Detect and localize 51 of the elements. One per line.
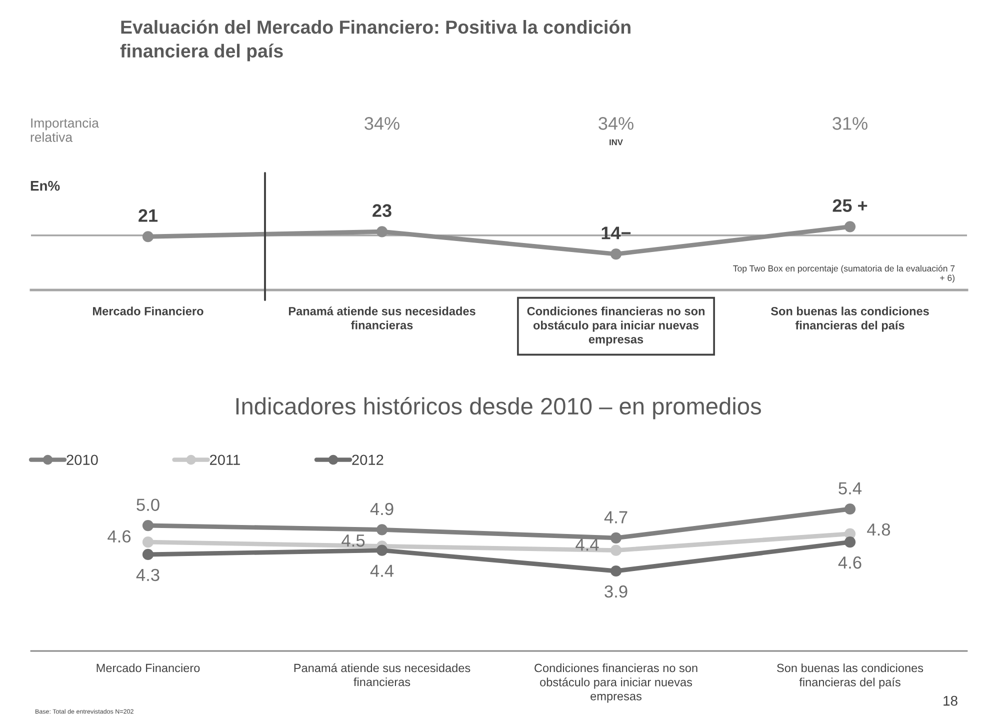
point bbox=[610, 532, 622, 544]
x-tick-label: Son buenas las condiciones financieras del país bbox=[777, 664, 924, 689]
point bbox=[844, 503, 856, 515]
legend-label: 2012 bbox=[352, 454, 384, 466]
data-label: 3.9 bbox=[604, 585, 628, 598]
point bbox=[142, 536, 154, 548]
data-label: 4.4 bbox=[370, 564, 394, 577]
x-tick-label: Panamá atiende sus necesidades financieras bbox=[294, 663, 470, 686]
data-label: 4.6 bbox=[838, 556, 862, 569]
data-label: 4.9 bbox=[370, 502, 394, 516]
data-label: 4.3 bbox=[136, 568, 160, 582]
data-label: 5.0 bbox=[136, 498, 160, 511]
text: 18 bbox=[944, 696, 958, 706]
point bbox=[610, 565, 622, 577]
point bbox=[610, 248, 622, 260]
chart-title: Indicadores históricos desde 2010 – en promedios bbox=[236, 397, 761, 420]
data-label: 4.4 bbox=[576, 538, 599, 551]
data-label: 4.7 bbox=[604, 511, 628, 524]
point bbox=[376, 524, 388, 536]
text: Importancia relativa bbox=[30, 118, 99, 142]
point bbox=[376, 226, 388, 238]
chart-title: Evaluación del Mercado Financiero: Positiva la condición financiera del país bbox=[120, 20, 630, 62]
y-axis-title: En% bbox=[30, 180, 60, 191]
x-tick-label: Condiciones financieras no son obstáculo para iniciar nuevas empresas bbox=[527, 306, 704, 346]
text: INV bbox=[610, 139, 623, 146]
point bbox=[142, 231, 154, 242]
text: 34% bbox=[598, 117, 634, 130]
data-label: 14− bbox=[602, 226, 631, 240]
point bbox=[610, 544, 622, 556]
x-tick-label: Mercado Financiero bbox=[96, 664, 200, 672]
data-label: 5.4 bbox=[838, 482, 862, 494]
point bbox=[844, 221, 856, 232]
data-label: 4.8 bbox=[867, 523, 890, 536]
x-tick-label: Condiciones financieras no son obstáculo para iniciar nuevas empresas bbox=[534, 664, 698, 703]
text: 31% bbox=[832, 117, 868, 130]
data-label: 4.5 bbox=[342, 534, 365, 547]
data-label: 25 + bbox=[832, 199, 868, 212]
data-label: 23 bbox=[372, 204, 392, 217]
x-tick-label: Son buenas las condiciones financieras del país bbox=[770, 306, 929, 332]
x-tick-label: Mercado Financiero bbox=[93, 306, 204, 316]
legend-label: 2010 bbox=[66, 454, 98, 466]
data-label: 21 bbox=[138, 209, 158, 222]
text: Top Two Box en porcentaje (sumatoria de la evaluación 7 + 6) bbox=[733, 265, 955, 283]
data-label: 4.6 bbox=[108, 530, 131, 543]
legend-label: 2011 bbox=[210, 454, 240, 466]
point bbox=[142, 548, 154, 560]
point bbox=[844, 536, 856, 548]
point bbox=[142, 520, 154, 532]
text: 34% bbox=[364, 117, 400, 130]
x-tick-label: Panamá atiende sus necesidades financieras bbox=[288, 306, 476, 330]
point bbox=[376, 544, 388, 556]
